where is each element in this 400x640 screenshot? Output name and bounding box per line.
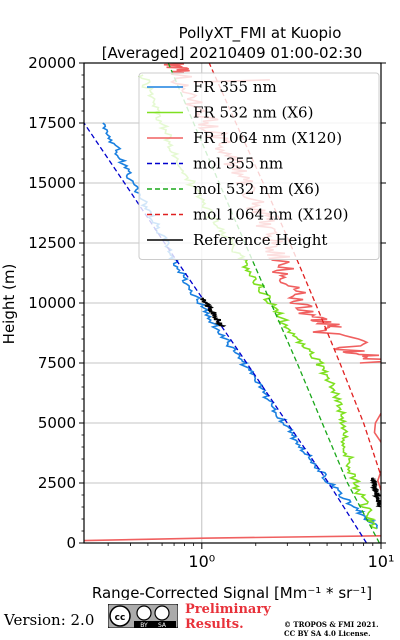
legend-label-0: FR 355 nm	[193, 78, 277, 96]
y-tick-label-1: 2500	[38, 474, 76, 492]
x-tick-label-0: 10⁰	[188, 552, 215, 571]
y-tick-label-2: 5000	[38, 414, 76, 432]
lidar-profile-chart: PollyXT_FMI at Kuopio [Averaged] 2021040…	[0, 24, 395, 600]
plot-area: 0 2500 5000 7500 10000 12500 15000 17500 20000 10…	[28, 54, 395, 571]
x-axis-label: Range-Corrected Signal [Mm⁻¹ * sr⁻¹]	[92, 584, 372, 600]
legend-label-2: FR 1064 nm (X120)	[193, 129, 342, 147]
series-line-mol-532-nm-x6	[167, 63, 380, 543]
y-tick-label-3: 7500	[38, 354, 76, 372]
y-tick-label-7: 17500	[28, 114, 76, 132]
y-tick-label-0: 0	[66, 534, 76, 552]
y-tick-label-4: 10000	[28, 294, 76, 312]
legend-label-5: mol 1064 nm (X120)	[193, 206, 348, 224]
y-tick-label-6: 15000	[28, 174, 76, 192]
x-tick-label-1: 10¹	[368, 552, 395, 571]
extra-segment-line-0	[369, 477, 381, 508]
extra-segment-line-2	[312, 326, 381, 364]
legend-label-3: mol 355 nm	[193, 155, 283, 173]
preliminary-results-label: Preliminary Results.	[185, 602, 271, 632]
legend-label-6: Reference Height	[193, 231, 327, 249]
cc-badge-sa-text: SA	[158, 622, 167, 628]
version-label: Version: 2.0	[4, 611, 95, 629]
series-line-mol-355-nm	[84, 122, 368, 543]
cc-badge-by-text: BY	[140, 622, 148, 628]
extra-segment-line-1	[84, 535, 381, 542]
chart-title: PollyXT_FMI at Kuopio	[179, 24, 342, 43]
series-line-fr-355-nm	[101, 122, 378, 529]
legend-box	[138, 72, 380, 260]
cc-badge-cc-text: cc	[115, 613, 126, 623]
copyright-notice: © TROPOS & FMI 2021. CC BY SA 4.0 Licens…	[284, 620, 399, 638]
extra-segment-line-4	[376, 470, 381, 491]
copyright-line-2: CC BY SA 4.0 License.	[284, 629, 371, 638]
cc-license-badge: cc BY SA	[108, 604, 178, 628]
y-tick-label-8: 20000	[28, 54, 76, 72]
extra-segment-line-3	[373, 412, 381, 443]
chart-subtitle: [Averaged] 20210409 01:00-02:30	[102, 44, 363, 62]
legend-label-4: mol 532 nm (X6)	[193, 180, 320, 198]
y-tick-label-5: 12500	[28, 234, 76, 252]
y-axis-label: Height (m)	[0, 264, 18, 345]
copyright-line-1: © TROPOS & FMI 2021.	[284, 620, 379, 629]
series-line-reference-height	[200, 297, 227, 328]
legend-label-1: FR 532 nm (X6)	[193, 104, 313, 122]
